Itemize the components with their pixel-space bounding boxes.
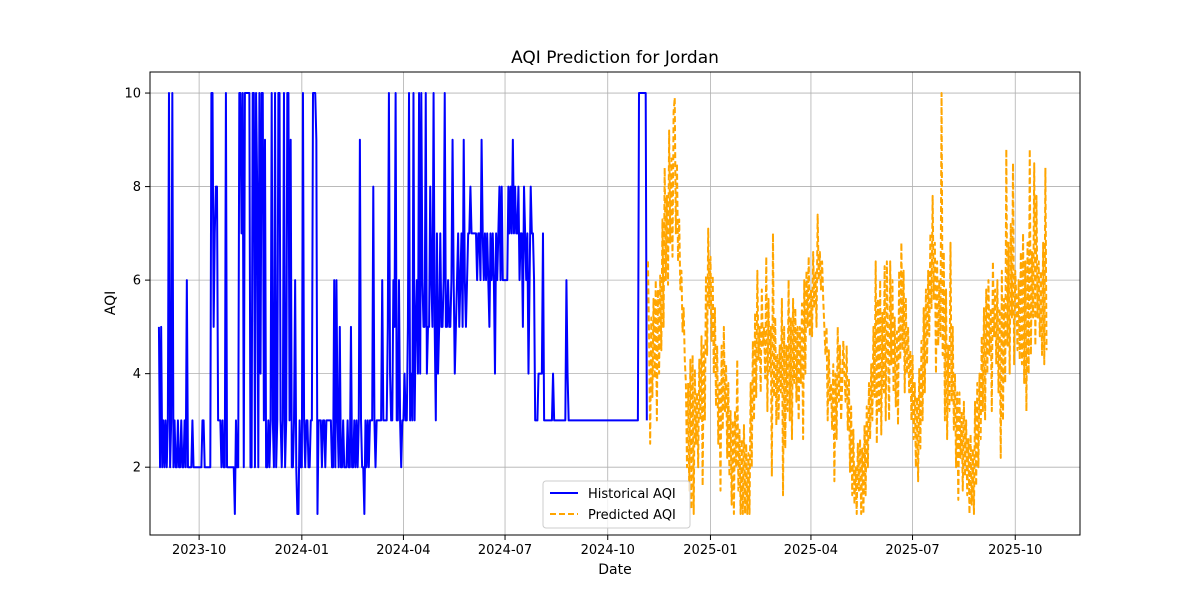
y-axis: 2 4 6 8 10 (124, 87, 150, 476)
legend: Historical AQI Predicted AQI (542, 480, 691, 529)
y-tick-label: 4 (133, 367, 141, 382)
x-tick-label: 2025-07 (885, 543, 939, 558)
historical-aqi-line (157, 92, 648, 515)
x-axis-label: Date (598, 562, 631, 578)
series-layer (157, 92, 1048, 515)
predicted-aqi-line (646, 92, 1048, 515)
x-tick-label: 2023-10 (172, 543, 226, 558)
y-axis-label: AQI (103, 291, 119, 315)
plot-frame (149, 71, 1081, 536)
y-tick-label: 6 (133, 274, 141, 289)
x-tick-label: 2024-10 (581, 543, 635, 558)
x-tick-label: 2025-04 (784, 543, 838, 558)
legend-label-predicted: Predicted AQI (588, 508, 676, 523)
x-tick-label: 2024-07 (478, 543, 532, 558)
x-tick-label: 2024-04 (376, 543, 430, 558)
legend-box (542, 480, 691, 529)
legend-label-historical: Historical AQI (588, 487, 676, 502)
x-tick-label: 2025-01 (683, 543, 737, 558)
y-tick-label: 10 (124, 87, 141, 102)
x-axis: 2023-10 2024-01 2024-04 2024-07 2024-10 2025-… (172, 535, 1042, 558)
x-tick-label: 2025-10 (988, 543, 1042, 558)
chart-title: AQI Prediction for Jordan (511, 48, 719, 68)
y-tick-label: 2 (133, 461, 141, 476)
x-tick-label: 2024-01 (275, 543, 329, 558)
y-tick-label: 8 (133, 180, 141, 195)
